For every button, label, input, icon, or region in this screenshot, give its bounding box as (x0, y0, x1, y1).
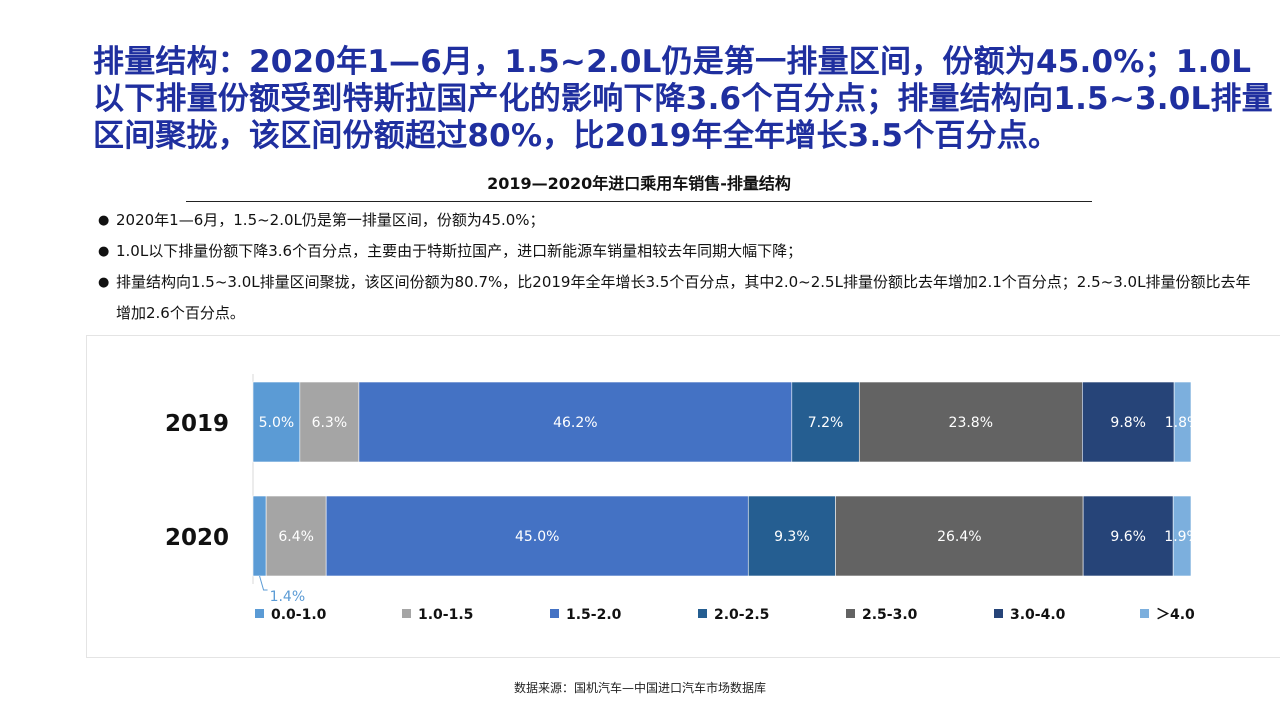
legend-swatch-1-01-5 (402, 609, 411, 618)
data-label-2020-1-52-0: 45.0% (515, 529, 559, 545)
chart-title: 2019—2020年进口乘用车销售-排量结构 (487, 174, 791, 193)
data-label-2020-4-0: 1.9% (1164, 529, 1200, 545)
data-label-2019-2-02-5: 7.2% (808, 415, 844, 431)
bullet-list: ● 2020年1—6月，1.5~2.0L仍是第一排量区间，份额为45.0%； ●… (98, 205, 1258, 329)
data-label-2020-0-01-0: 1.4% (270, 589, 306, 605)
bullet-item: ● 2020年1—6月，1.5~2.0L仍是第一排量区间，份额为45.0%； (98, 205, 1258, 236)
bullet-text: 排量结构向1.5~3.0L排量区间聚拢，该区间份额为80.7%，比2019年全年… (116, 273, 1251, 322)
title-divider (186, 201, 1092, 202)
legend-swatch-3-04-0 (994, 609, 1003, 618)
stacked-bar-chart: 2019 5.0% 6.3% 46.2% 7.2% 23.8% 9.8% 1.8% 2020 1.… (165, 374, 1201, 623)
legend-label-2-53-0: 2.5-3.0 (862, 607, 918, 623)
legend-label-4-0: ＞4.0 (1156, 607, 1195, 623)
legend-label-1-52-0: 1.5-2.0 (566, 607, 622, 623)
legend-label-1-01-5: 1.0-1.5 (418, 607, 473, 623)
bullet-dot-icon: ● (98, 275, 110, 290)
bar-segment-2020-0-01-0 (252, 495, 267, 577)
bar-segment-2020-4-0 (1172, 495, 1192, 577)
bar-segment-2019-0-01-0 (252, 381, 301, 463)
bullet-item: ● 排量结构向1.5~3.0L排量区间聚拢，该区间份额为80.7%，比2019年… (98, 267, 1258, 329)
legend-swatch-2-02-5 (698, 609, 707, 618)
bar-segment-2019-1-01-5 (299, 381, 360, 463)
bar-segment-2020-1-01-5 (265, 495, 327, 577)
data-label-2019-1-52-0: 46.2% (553, 415, 597, 431)
bar-segment-2020-2-02-5 (747, 495, 836, 577)
legend-label-0-01-0: 0.0-1.0 (271, 607, 327, 623)
headline: 排量结构：2020年1—6月，1.5~2.0L仍是第一排量区间，份额为45.0%… (93, 44, 1273, 154)
data-label-2019-4-0: 1.8% (1165, 415, 1201, 431)
legend-swatch-0-01-0 (255, 609, 264, 618)
data-label-2020-1-01-5: 6.4% (278, 529, 314, 545)
bullet-text: 2020年1—6月，1.5~2.0L仍是第一排量区间，份额为45.0%； (116, 211, 545, 229)
data-label-2020-3-04-0: 9.6% (1110, 529, 1146, 545)
data-label-2019-0-01-0: 5.0% (259, 415, 295, 431)
bar-segment-2020-3-04-0 (1082, 495, 1174, 577)
category-label-2020: 2020 (165, 525, 229, 551)
legend-swatch-2-53-0 (846, 609, 855, 618)
data-label-2019-1-01-5: 6.3% (312, 415, 348, 431)
bullet-dot-icon: ● (98, 213, 110, 228)
bullet-item: ● 1.0L以下排量份额下降3.6个百分点，主要由于特斯拉国产，进口新能源车销量… (98, 236, 1258, 267)
source-note: 数据来源：国机汽车—中国进口汽车市场数据库 (513, 681, 766, 695)
legend-swatch-4-0 (1140, 609, 1149, 618)
bar-segment-2019-4-0 (1173, 381, 1192, 463)
bullet-text: 1.0L以下排量份额下降3.6个百分点，主要由于特斯拉国产，进口新能源车销量相较… (116, 242, 803, 260)
data-label-2019-3-04-0: 9.8% (1110, 415, 1146, 431)
legend-swatch-1-52-0 (550, 609, 559, 618)
callout-leader-line (259, 575, 268, 591)
data-label-2019-2-53-0: 23.8% (949, 415, 993, 431)
bar-segment-2020-2-53-0 (835, 495, 1084, 577)
chart-area: 2019 5.0% 6.3% 46.2% 7.2% 23.8% 9.8% 1.8% 2020 1.… (86, 335, 1280, 658)
category-label-2019: 2019 (165, 411, 229, 437)
legend-label-2-02-5: 2.0-2.5 (714, 607, 769, 623)
legend-label-3-04-0: 3.0-4.0 (1010, 607, 1066, 623)
bullet-dot-icon: ● (98, 244, 110, 259)
data-label-2020-2-02-5: 9.3% (774, 529, 810, 545)
data-label-2020-2-53-0: 26.4% (937, 529, 981, 545)
bar-segment-2019-3-04-0 (1082, 381, 1175, 463)
bar-segment-2019-1-52-0 (358, 381, 793, 463)
